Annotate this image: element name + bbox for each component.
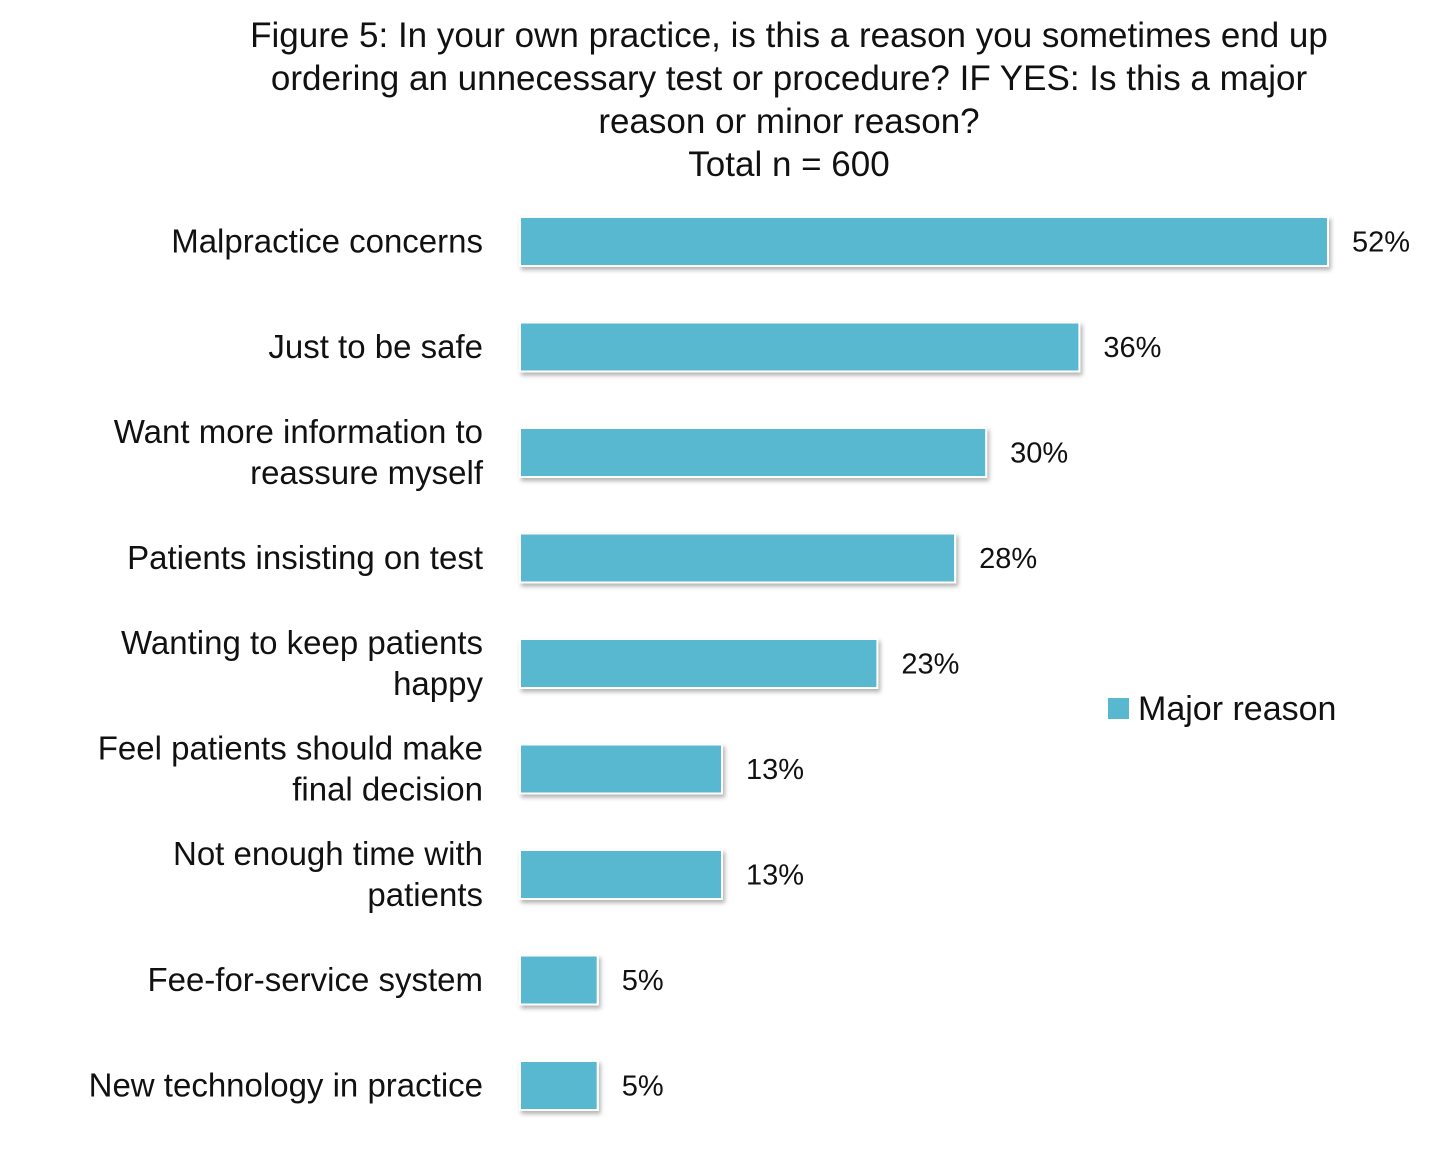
category-label: New technology in practice (89, 1067, 483, 1104)
bar (519, 321, 1081, 373)
bar (519, 216, 1329, 267)
bar (519, 1060, 599, 1111)
chart-title-line: Figure 5: In your own practice, is this … (250, 16, 1328, 55)
chart-title-line: Total n = 600 (688, 145, 889, 184)
category-label: Feel patients should make (98, 730, 483, 767)
category-label: Wanting to keep patients (121, 624, 483, 661)
category-label: final decision (292, 771, 483, 808)
value-label: 36% (1103, 332, 1161, 364)
category-label: Just to be safe (268, 328, 483, 365)
value-label: 30% (1010, 438, 1068, 470)
bar (519, 954, 599, 1006)
value-label: 13% (746, 860, 804, 892)
bar (519, 638, 879, 689)
bar (519, 849, 723, 900)
category-label: happy (393, 665, 483, 702)
chart-title-line: reason or minor reason? (598, 102, 979, 141)
bar (519, 743, 723, 795)
category-label: patients (367, 876, 483, 913)
category-labels: Malpractice concerns Just to be safe Want … (89, 223, 484, 1104)
value-label: 28% (979, 543, 1037, 575)
chart-title-line: ordering an unnecessary test or procedur… (271, 59, 1308, 98)
legend-label: Major reason (1138, 690, 1336, 728)
value-label: 5% (622, 965, 664, 997)
category-label: reassure myself (250, 454, 484, 491)
bars (519, 216, 1329, 1111)
legend: Major reason (1108, 690, 1336, 728)
value-label: 13% (746, 754, 804, 786)
category-label: Not enough time with (173, 835, 483, 872)
category-label: Want more information to (114, 413, 483, 450)
legend-swatch (1108, 698, 1129, 719)
category-label: Fee-for-service system (147, 961, 483, 998)
category-label: Malpractice concerns (171, 223, 483, 260)
value-label: 5% (622, 1071, 664, 1103)
bar (519, 427, 988, 478)
value-labels: 52% 36% 30% 28% 23% 13% 13% 5% 5% (622, 227, 1410, 1103)
category-label: Patients insisting on test (127, 539, 483, 576)
chart-title: Figure 5: In your own practice, is this … (250, 16, 1328, 184)
value-label: 23% (901, 649, 959, 681)
value-label: 52% (1352, 227, 1410, 259)
bar (519, 532, 957, 584)
